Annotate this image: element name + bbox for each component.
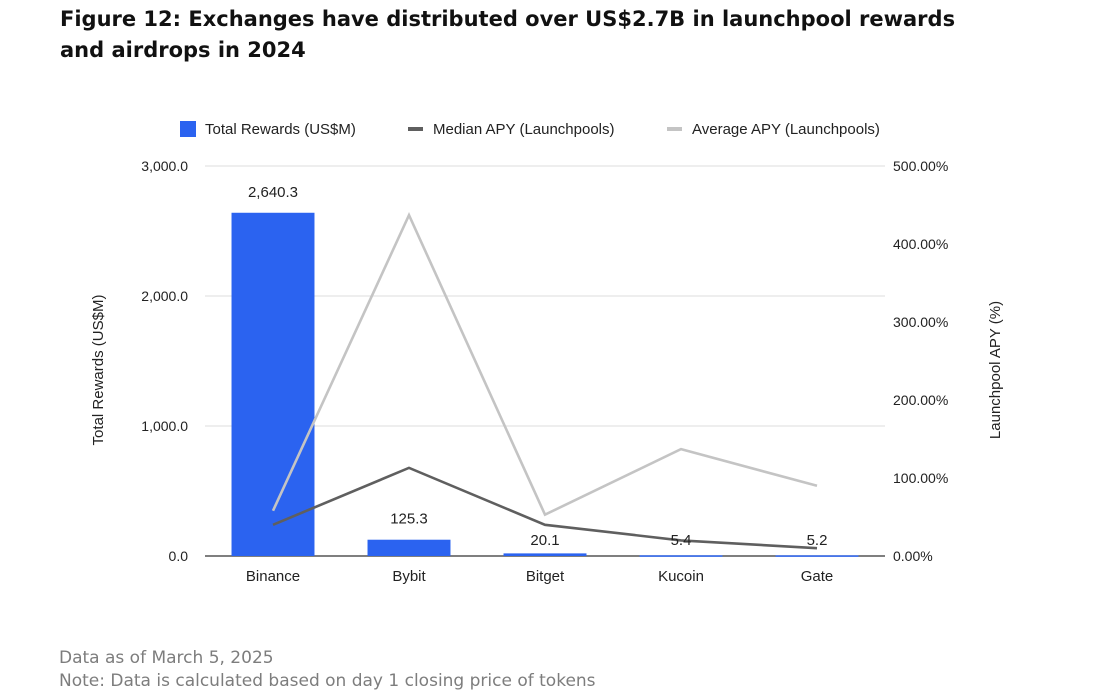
- bar: [775, 555, 859, 557]
- y-tick-label: 1,000.0: [141, 418, 188, 434]
- footnote-note: Note: Data is calculated based on day 1 …: [59, 671, 596, 691]
- bar: [639, 555, 723, 557]
- y2-tick-label: 200.00%: [893, 392, 948, 408]
- x-tick-label: Bybit: [392, 568, 426, 585]
- y-tick-label: 0.0: [169, 548, 189, 564]
- y-tick-label: 3,000.0: [141, 158, 188, 174]
- y2-tick-label: 500.00%: [893, 158, 948, 174]
- y-axis-title: Total Rewards (US$M): [90, 295, 107, 446]
- bar-series: [231, 212, 859, 557]
- y-tick-label: 2,000.0: [141, 288, 188, 304]
- x-tick-label: Bitget: [526, 568, 565, 585]
- legend-label: Median APY (Launchpools): [433, 121, 615, 138]
- data-labels: 2,640.3 125.3 20.1 5.4 5.2: [248, 184, 827, 549]
- y2-axis-title: Launchpool APY (%): [987, 301, 1004, 439]
- bar: [503, 553, 587, 556]
- legend-swatch: [408, 127, 423, 131]
- bar-value-label: 20.1: [530, 532, 559, 549]
- average-apy-line: [271, 212, 818, 517]
- bar: [231, 212, 315, 557]
- y2-tick-label: 0.00%: [893, 548, 933, 564]
- footnote-date: Data as of March 5, 2025: [59, 648, 274, 668]
- legend: Total Rewards (US$M) Median APY (Launchpo…: [180, 121, 880, 138]
- x-tick-label: Gate: [801, 568, 834, 585]
- line-series: [271, 212, 818, 550]
- bar-value-label: 5.4: [671, 532, 692, 549]
- x-tick-label: Binance: [246, 568, 300, 585]
- legend-swatch: [667, 127, 682, 131]
- figure-title: Figure 12: Exchanges have distributed ov…: [60, 7, 956, 62]
- axes: 0.0 1,000.0 2,000.0 3,000.0 0.00% 100.00% 200.…: [90, 158, 1004, 585]
- y2-tick-label: 100.00%: [893, 470, 948, 486]
- legend-swatch: [180, 121, 196, 137]
- legend-label: Total Rewards (US$M): [205, 121, 356, 138]
- bar-value-label: 125.3: [390, 511, 428, 528]
- legend-label: Average APY (Launchpools): [692, 121, 880, 138]
- x-tick-label: Kucoin: [658, 568, 704, 585]
- bar: [367, 539, 451, 556]
- bar-value-label: 2,640.3: [248, 184, 298, 201]
- bar-value-label: 5.2: [807, 532, 828, 549]
- y2-tick-label: 300.00%: [893, 314, 948, 330]
- y2-tick-label: 400.00%: [893, 236, 948, 252]
